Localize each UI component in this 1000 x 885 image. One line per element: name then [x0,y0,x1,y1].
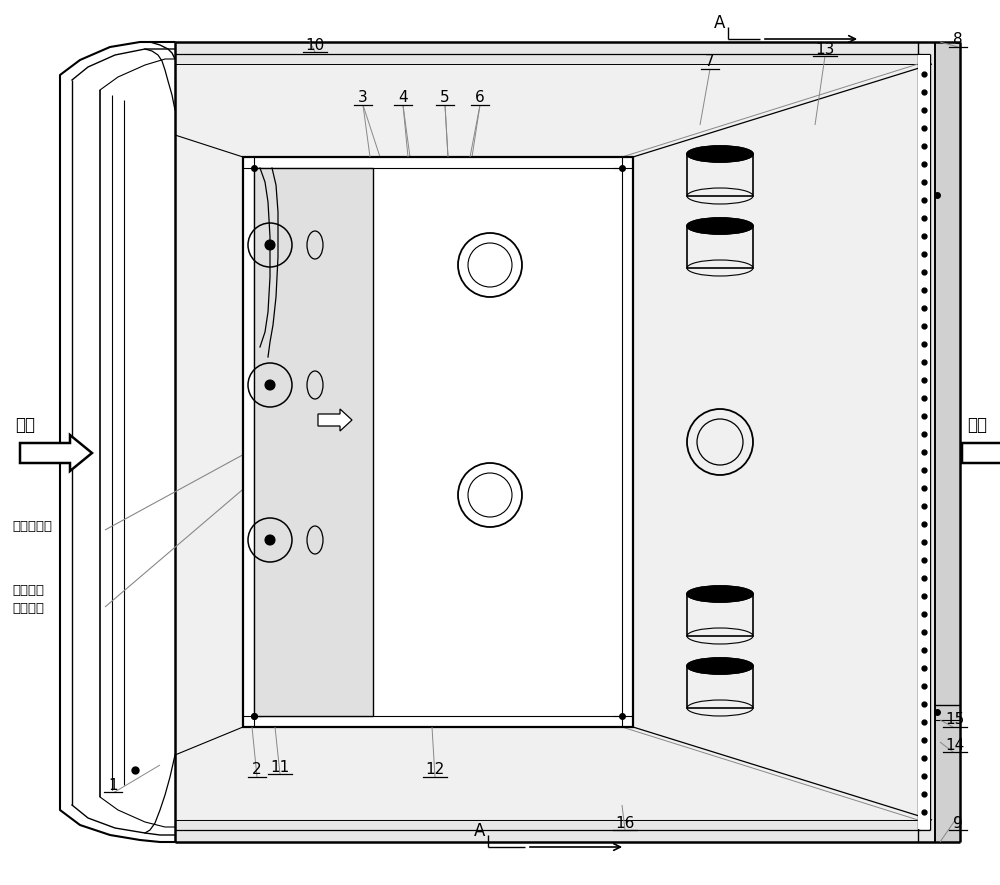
Ellipse shape [687,586,753,602]
Polygon shape [318,409,352,431]
Text: 15: 15 [945,712,965,727]
Ellipse shape [687,658,753,674]
Text: 燃油喷入处: 燃油喷入处 [12,520,52,534]
Text: 2: 2 [252,763,262,778]
Bar [177,65,920,819]
Text: 14: 14 [945,737,965,752]
Circle shape [265,535,275,545]
Text: 5: 5 [440,90,450,105]
Text: 出风: 出风 [967,416,987,434]
Bar [935,42,960,842]
Bar [175,42,960,842]
Text: 4: 4 [398,90,408,105]
Bar [687,594,753,636]
Bar [254,168,373,716]
Text: 13: 13 [815,42,835,57]
Text: 7: 7 [705,55,715,70]
Text: 旋流发生
板前端面: 旋流发生 板前端面 [12,584,44,615]
Text: 6: 6 [475,90,485,105]
Text: 3: 3 [358,90,368,105]
Bar [687,666,753,708]
Text: 11: 11 [270,759,290,774]
Text: 8: 8 [953,33,963,48]
Text: 16: 16 [615,815,635,830]
Ellipse shape [687,146,753,162]
Polygon shape [962,435,1000,471]
Bar [687,154,753,196]
Bar [918,55,930,829]
Text: 9: 9 [953,815,963,830]
Text: A: A [474,822,486,840]
Text: 10: 10 [305,37,325,52]
Bar [243,157,633,727]
Text: 1: 1 [108,778,118,792]
Polygon shape [20,435,92,471]
Ellipse shape [687,218,753,234]
Bar [687,226,753,268]
Text: A: A [714,14,726,32]
Text: 12: 12 [425,763,445,778]
Circle shape [265,240,275,250]
Text: 进风: 进风 [15,416,35,434]
Circle shape [265,380,275,390]
Bar [254,168,373,716]
Bar [243,157,633,727]
